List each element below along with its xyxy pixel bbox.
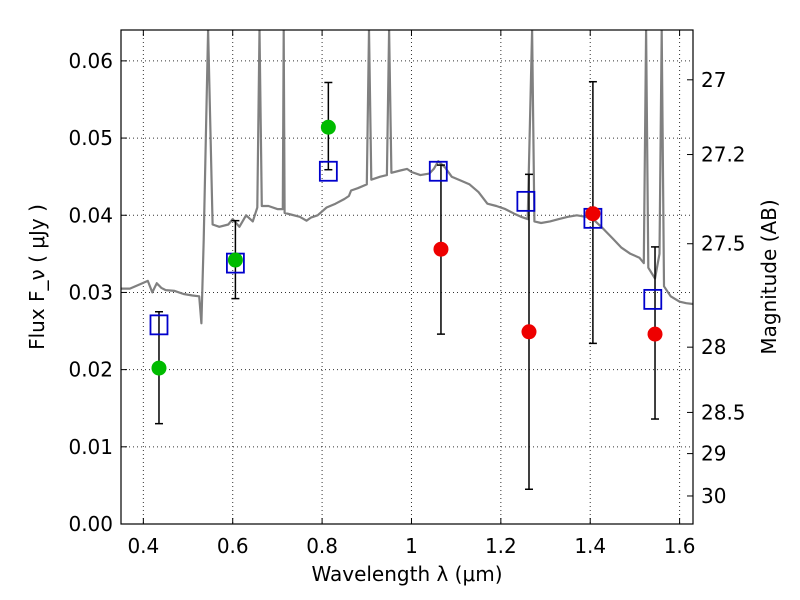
model-photometry-box — [318, 160, 338, 182]
model-photometry-layer — [149, 160, 663, 336]
observed-photometry-layer — [151, 119, 663, 376]
axis-ticks: 0.4 0.6 0.8 1 1.2 1.4 1.6 0.00 0.01 0.02 0.03 0.04 0… — [68, 30, 746, 558]
observed-low-sn-point — [647, 326, 663, 342]
model-photometry-box — [149, 314, 169, 336]
y-tick-label: 0.01 — [68, 435, 113, 459]
y-axis-label: Flux F_ν ( μJy ) — [25, 204, 49, 350]
mag-tick-label: 30 — [701, 484, 726, 508]
x-tick-label: 0.4 — [127, 534, 159, 558]
x-axis-label: Wavelength λ (μm) — [311, 562, 502, 586]
y-tick-label: 0.02 — [68, 358, 113, 382]
observed-low-sn-point — [433, 241, 449, 257]
y-axis-right-label: Magnitude (AB) — [757, 199, 781, 354]
x-tick-label: 1.4 — [574, 534, 606, 558]
mag-tick-label: 29 — [701, 442, 726, 466]
template-spectrum-layer — [121, 30, 693, 325]
mag-tick-label: 28 — [701, 335, 726, 359]
observed-low-sn-point — [585, 206, 601, 222]
mag-tick-label: 28.5 — [701, 400, 746, 424]
model-photometry-box — [516, 190, 536, 212]
mag-tick-label: 27.5 — [701, 232, 746, 256]
y-tick-label: 0.03 — [68, 280, 113, 304]
plot-frame — [120, 29, 694, 525]
y-tick-label: 0.00 — [68, 512, 113, 536]
observed-detection-point — [320, 119, 336, 135]
template-spectrum-line — [121, 30, 693, 325]
observed-detection-point — [227, 252, 243, 268]
mag-tick-label: 27.2 — [701, 143, 746, 167]
x-tick-label: 1.2 — [485, 534, 517, 558]
model-photometry-box — [643, 288, 663, 310]
mag-tick-label: 27 — [701, 68, 726, 92]
y-tick-label: 0.04 — [68, 203, 113, 227]
x-tick-label: 1.6 — [664, 534, 696, 558]
errorbar-layer — [154, 80, 660, 491]
x-tick-label: 0.6 — [217, 534, 249, 558]
observed-low-sn-point — [521, 324, 537, 340]
y-tick-label: 0.06 — [68, 49, 113, 73]
y-tick-label: 0.05 — [68, 126, 113, 150]
observed-detection-point — [151, 360, 167, 376]
x-tick-label: 0.8 — [306, 534, 338, 558]
model-photometry-box — [428, 160, 448, 182]
x-tick-label: 1 — [405, 534, 418, 558]
